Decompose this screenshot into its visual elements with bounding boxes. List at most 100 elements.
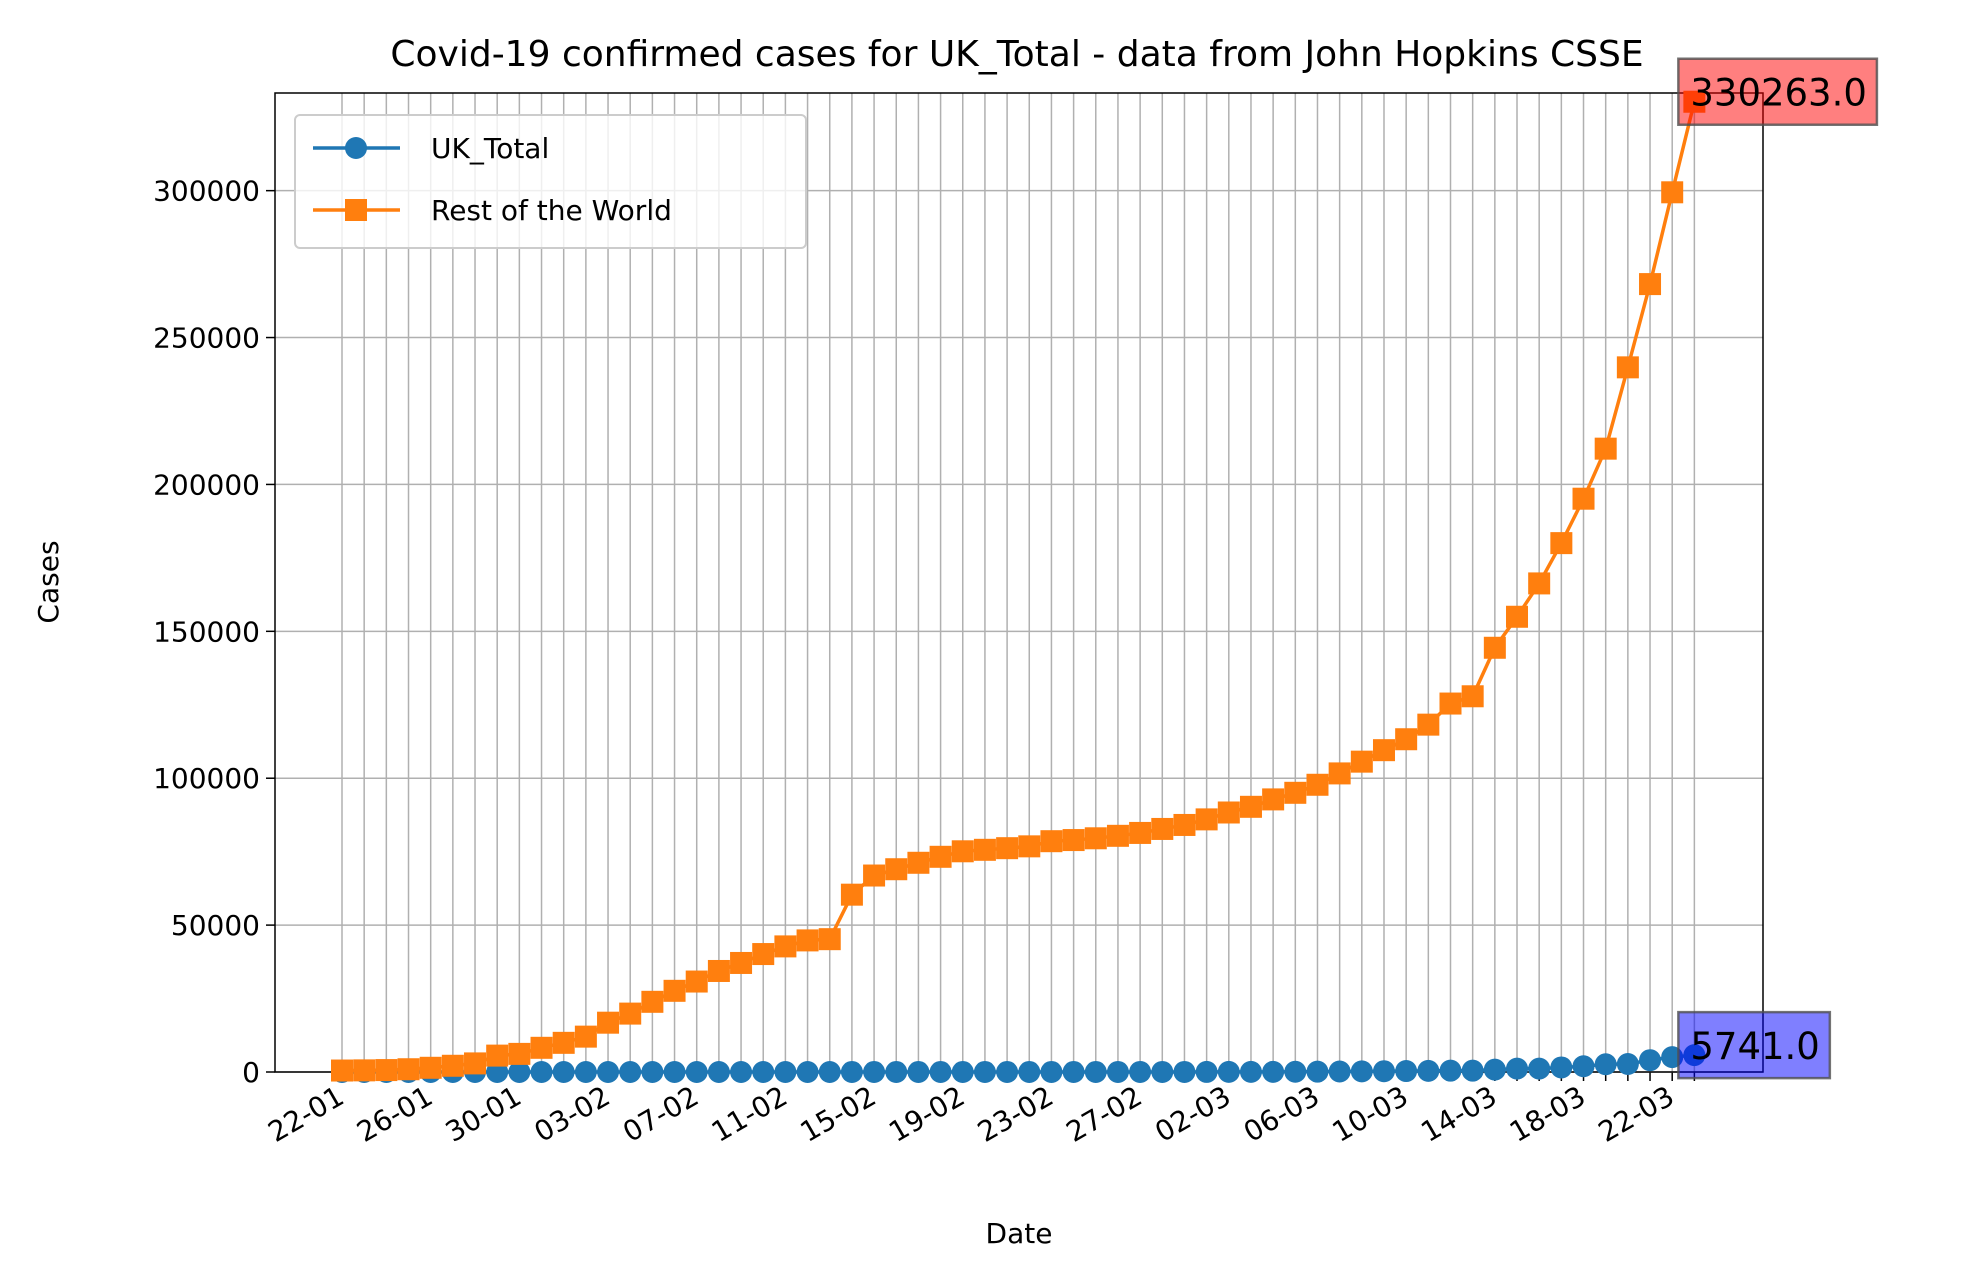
data-point: [907, 1060, 930, 1083]
data-point: [929, 845, 952, 868]
data-point: [1616, 1053, 1639, 1076]
data-point: [685, 970, 708, 993]
data-point: [1528, 572, 1551, 595]
data-point: [996, 837, 1019, 860]
data-point: [1129, 821, 1152, 844]
data-point: [419, 1056, 442, 1079]
data-point: [796, 1060, 819, 1083]
y-tick-label: 300000: [153, 175, 260, 208]
data-point: [1217, 801, 1240, 824]
x-tick-label: 22-01: [263, 1079, 350, 1148]
annotation-box: [1677, 1010, 1832, 1080]
data-point: [1594, 437, 1617, 460]
annotation-text: 5741.0: [1690, 1025, 1819, 1068]
data-point: [1018, 1060, 1041, 1083]
x-tick-label: 15-02: [795, 1079, 882, 1148]
data-point: [1506, 605, 1529, 628]
x-axis-label: Date: [986, 1217, 1053, 1250]
data-point: [1084, 1060, 1107, 1083]
data-point: [1417, 713, 1440, 736]
end-annotation: 330263.0: [1677, 57, 1879, 126]
data-point: [1217, 1060, 1240, 1083]
data-point: [397, 1058, 420, 1081]
data-point: [1151, 817, 1174, 840]
data-point: [1151, 1060, 1174, 1083]
y-tick-label: 100000: [153, 762, 260, 795]
end-annotation: 5741.0: [1677, 1010, 1832, 1080]
data-point: [597, 1011, 620, 1034]
data-point: [796, 929, 819, 952]
data-point: [1306, 1060, 1329, 1083]
data-point: [1439, 1059, 1462, 1082]
data-point: [1306, 773, 1329, 796]
data-point: [818, 1060, 841, 1083]
annotation-text: 330263.0: [1690, 72, 1867, 115]
data-point: [1106, 1060, 1129, 1083]
data-point: [1062, 829, 1085, 852]
x-tick-label: 23-02: [972, 1079, 1059, 1148]
legend-label: UK_Total: [431, 132, 549, 165]
data-point: [552, 1060, 575, 1083]
data-point: [641, 1060, 664, 1083]
data-point: [1173, 1060, 1196, 1083]
data-point: [1639, 1049, 1662, 1072]
x-tick-label: 06-03: [1238, 1079, 1325, 1148]
data-point: [929, 1060, 952, 1083]
data-point: [885, 858, 908, 881]
y-tick-label: 0: [242, 1056, 260, 1089]
data-point: [1439, 692, 1462, 715]
data-point: [951, 1060, 974, 1083]
data-point: [1040, 1060, 1063, 1083]
x-tick-label: 18-03: [1504, 1079, 1591, 1148]
data-point: [1550, 532, 1573, 555]
data-point: [1084, 827, 1107, 850]
data-point: [863, 864, 886, 887]
data-point: [1572, 1055, 1595, 1078]
y-tick-label: 250000: [153, 322, 260, 355]
data-point: [1594, 1053, 1617, 1076]
data-point: [508, 1061, 531, 1083]
data-point: [353, 1059, 376, 1082]
x-tick-label: 07-02: [617, 1079, 704, 1148]
data-point: [619, 1060, 642, 1083]
data-point: [1284, 781, 1307, 804]
data-point: [774, 1060, 797, 1083]
data-point: [730, 951, 753, 974]
data-point: [1417, 1059, 1440, 1082]
annotation-box: [1677, 57, 1879, 126]
data-point: [1239, 1060, 1262, 1083]
data-point: [1461, 685, 1484, 708]
data-point: [1395, 728, 1418, 751]
data-point: [508, 1042, 531, 1065]
data-point: [818, 928, 841, 951]
x-tick-label: 10-03: [1327, 1079, 1414, 1148]
data-point: [863, 1060, 886, 1083]
x-tick-label: 03-02: [529, 1079, 616, 1148]
data-point: [530, 1036, 553, 1059]
data-point: [1350, 1060, 1373, 1083]
data-point: [1395, 1060, 1418, 1083]
data-point: [752, 1060, 775, 1083]
data-point: [996, 1060, 1019, 1083]
data-point: [663, 979, 686, 1002]
data-point: [1461, 1059, 1484, 1082]
x-tick-label: 27-02: [1061, 1079, 1148, 1148]
data-point: [951, 840, 974, 863]
data-point: [375, 1059, 398, 1082]
x-tick-label: 22-03: [1593, 1079, 1680, 1148]
data-point: [1173, 813, 1196, 836]
data-point: [1262, 1060, 1285, 1083]
chart-title: Covid-19 confirmed cases for UK_Total - …: [390, 34, 1643, 75]
data-point: [1661, 181, 1684, 204]
data-point: [1528, 1057, 1551, 1080]
y-axis-label: Cases: [32, 540, 65, 623]
data-point: [730, 1060, 753, 1083]
data-point: [1372, 739, 1395, 762]
data-point: [907, 851, 930, 874]
data-point: [1328, 762, 1351, 785]
data-point: [1129, 1060, 1152, 1083]
data-point: [973, 1060, 996, 1083]
data-point: [774, 935, 797, 958]
data-point: [530, 1061, 553, 1083]
data-point: [1372, 1060, 1395, 1083]
